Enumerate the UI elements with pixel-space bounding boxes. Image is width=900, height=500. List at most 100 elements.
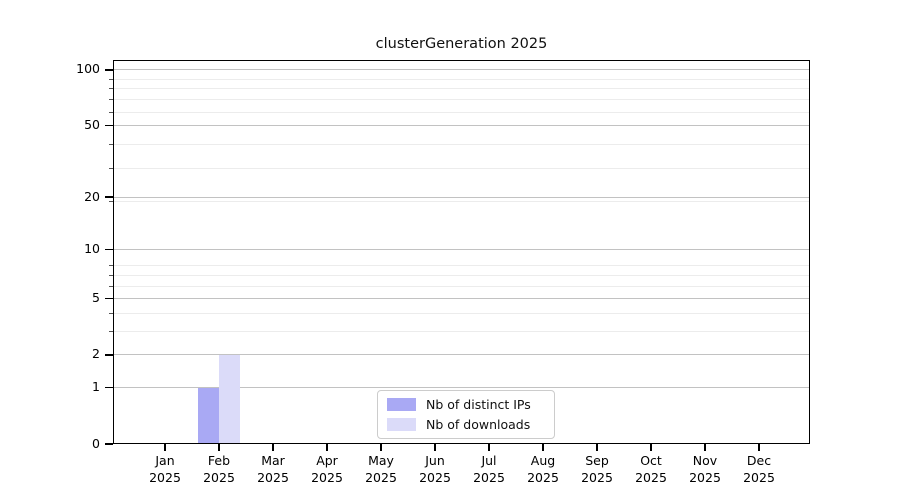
y-tick-label: 20 [84,188,100,204]
x-tick-mark [542,444,544,451]
y-tick-label: 2 [92,346,100,362]
x-tick-label: Feb 2025 [187,452,251,486]
x-tick-month: Jan [155,453,175,468]
y-tick-label: 10 [84,241,100,257]
x-tick-label: Apr 2025 [295,452,359,486]
y-tick-mark [105,196,113,198]
legend-swatch-nb-of-distinct-ips [387,398,416,411]
gridline-minor [113,78,810,80]
y-tick-label: 1 [92,379,100,395]
x-tick-label: Jun 2025 [403,452,467,486]
y-tick-mark [105,354,113,356]
x-tick-mark [380,444,382,451]
legend-entry: Nb of distinct IPs [387,397,545,412]
y-tick-label: 0 [92,435,100,451]
x-tick-month: Nov [692,453,718,468]
y-tick-label: 100 [76,61,100,77]
gridline-major [113,298,810,300]
chart-title: clusterGeneration 2025 [375,36,548,52]
gridline-minor [113,111,810,113]
y-minor-tick-mark [109,285,113,287]
y-tick-mark [105,124,113,126]
x-tick-label: May 2025 [349,452,413,486]
x-tick-year: 2025 [311,470,343,485]
x-tick-mark [758,444,760,451]
gridline-minor [113,313,810,314]
x-tick-mark [218,444,220,451]
y-minor-tick-mark [109,111,113,113]
gridline-major [113,124,810,126]
legend: Nb of distinct IPs Nb of downloads [377,390,555,439]
gridline-minor [113,167,810,169]
x-tick-month: Oct [640,453,662,468]
x-tick-year: 2025 [257,470,289,485]
x-tick-year: 2025 [419,470,451,485]
gridline-minor [113,331,810,333]
gridline-major [113,196,810,198]
y-minor-tick-mark [109,144,113,146]
y-tick-mark [105,298,113,300]
x-tick-month: Jun [425,453,445,468]
x-tick-year: 2025 [149,470,181,485]
gridline-minor [113,200,810,202]
x-tick-month: Sep [585,453,609,468]
bar-nb-of-distinct-ips [198,388,219,444]
gridline-minor [113,88,810,90]
gridline-minor [113,285,810,287]
bar-nb-of-downloads [219,355,240,444]
x-tick-mark [488,444,490,451]
x-tick-month: Feb [207,453,231,468]
x-tick-year: 2025 [635,470,667,485]
gridline-major [113,354,810,356]
y-tick-mark [105,443,113,445]
x-tick-year: 2025 [473,470,505,485]
x-tick-mark [272,444,274,451]
y-tick-label: 50 [84,116,100,132]
x-tick-year: 2025 [689,470,721,485]
gridline-major [113,69,810,71]
x-tick-mark [164,444,166,451]
x-tick-month: Dec [746,453,772,468]
x-tick-label: Aug 2025 [511,452,575,486]
y-minor-tick-mark [109,88,113,90]
x-tick-month: Apr [316,453,338,468]
y-tick-label: 5 [92,290,100,306]
x-tick-label: Mar 2025 [241,452,305,486]
x-tick-year: 2025 [527,470,559,485]
gridline-minor [113,274,810,276]
y-minor-tick-mark [109,200,113,202]
y-minor-tick-mark [109,167,113,169]
gridline-minor [113,99,810,101]
x-tick-label: Oct 2025 [619,452,683,486]
x-tick-year: 2025 [743,470,775,485]
x-tick-year: 2025 [203,470,235,485]
x-tick-mark [650,444,652,451]
x-tick-label: Jul 2025 [457,452,521,486]
y-minor-tick-mark [109,265,113,267]
x-tick-month: May [368,453,394,468]
y-minor-tick-mark [109,78,113,80]
gridline-minor [113,144,810,146]
x-tick-mark [326,444,328,451]
x-tick-month: Mar [261,453,285,468]
x-tick-month: Jul [481,453,497,468]
legend-label: Nb of distinct IPs [426,397,531,412]
x-tick-year: 2025 [581,470,613,485]
y-tick-mark [105,387,113,389]
x-tick-label: Sep 2025 [565,452,629,486]
gridline-major [113,387,810,389]
x-tick-mark [704,444,706,451]
x-tick-month: Aug [530,453,556,468]
plot-area [113,60,810,444]
x-tick-mark [434,444,436,451]
x-tick-mark [596,444,598,451]
legend-entry: Nb of downloads [387,417,545,432]
y-minor-tick-mark [109,331,113,333]
legend-swatch-nb-of-downloads [387,418,416,431]
y-tick-mark [105,248,113,251]
gridline-minor [113,265,810,267]
x-tick-label: Jan 2025 [133,452,197,486]
x-tick-year: 2025 [365,470,397,485]
y-tick-mark [105,69,113,71]
